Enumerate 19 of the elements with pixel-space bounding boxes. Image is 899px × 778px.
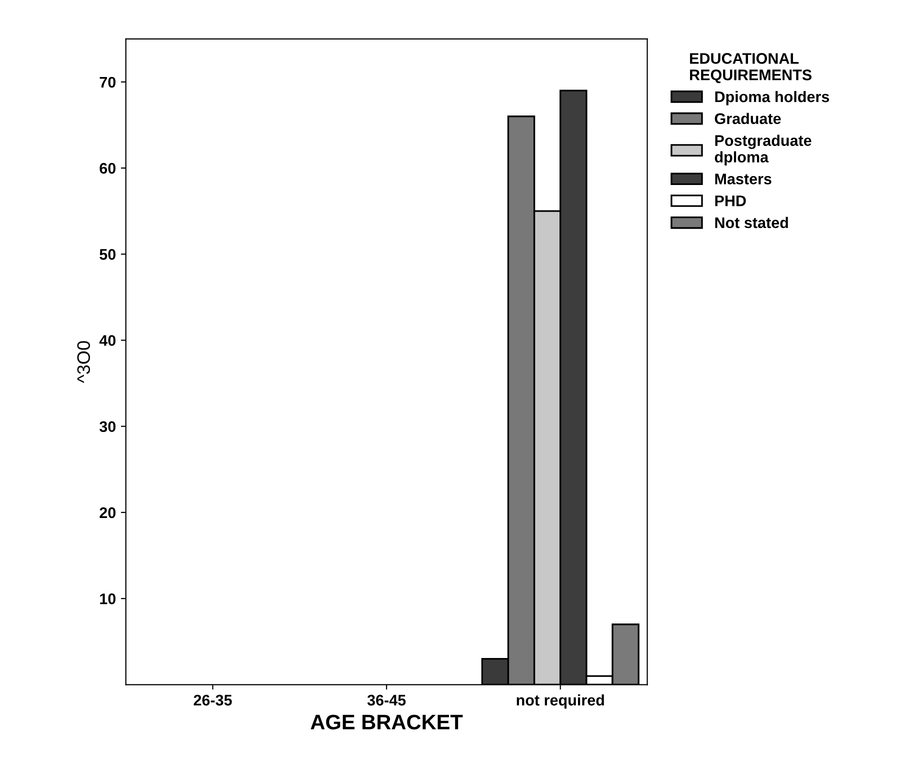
legend-label: Masters	[715, 174, 772, 184]
x-tick-label: 36-45	[367, 694, 406, 706]
legend-label: Dpioma holders	[715, 90, 830, 106]
y-tick-label: 50	[100, 249, 116, 260]
y-tick-label: 10	[100, 593, 116, 604]
y-axis-title: ^3O0	[77, 341, 90, 383]
legend-label: PHD	[715, 196, 746, 206]
x-tick-label: 26-35	[194, 694, 232, 706]
y-tick-label: 20	[100, 507, 116, 518]
x-axis-title: AGE BRACKET	[310, 714, 463, 730]
y-tick-label: 60	[100, 162, 116, 174]
y-tick-label: 30	[99, 421, 116, 432]
x-tick-label: not required	[516, 694, 604, 709]
legend-label: Not stated	[715, 216, 788, 228]
legend-label: Graduate	[714, 112, 781, 124]
legend-label: Postgraduate dploma	[714, 134, 812, 166]
y-tick-label: 40	[99, 335, 116, 346]
legend-title: EDUCATIONAL REQUIREMENTS	[690, 53, 812, 84]
y-tick-label: 70	[100, 76, 116, 88]
